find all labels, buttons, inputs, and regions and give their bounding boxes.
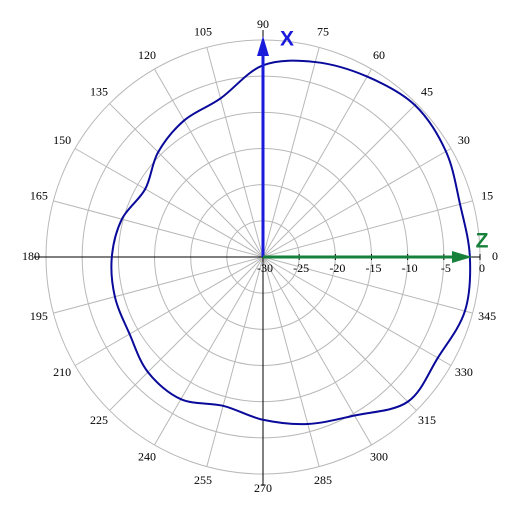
grid-spoke (262, 200, 473, 258)
z-axis-annotation: Z (476, 230, 489, 253)
angle-tick-label: 150 (53, 133, 71, 147)
grid-spoke (262, 256, 372, 446)
grid-spoke (109, 256, 264, 411)
grid-spoke (262, 148, 452, 258)
radial-tick-label: -5 (441, 261, 451, 275)
grid-spoke (262, 256, 473, 314)
angle-tick-label: 75 (317, 25, 329, 39)
angle-tick-label: 0 (492, 249, 498, 263)
angle-tick-label: 120 (138, 48, 156, 62)
angle-tick-label: 45 (421, 85, 433, 99)
grid-spoke (206, 256, 264, 467)
x-arrow-head (257, 36, 269, 56)
angle-tick-label: 285 (314, 473, 332, 487)
grid-spoke (262, 256, 417, 411)
angle-tick-label: 300 (370, 450, 388, 464)
grid-spoke (262, 68, 372, 258)
radial-tick-label: -15 (366, 261, 382, 275)
grid-spoke (206, 47, 264, 258)
angle-tick-label: 225 (90, 413, 108, 427)
angle-tick-label: 165 (30, 189, 48, 203)
grid-spoke (53, 256, 264, 314)
grid-spoke (74, 256, 264, 366)
grid-spoke (154, 68, 264, 258)
grid-spoke (262, 256, 452, 366)
grid-spoke (74, 148, 264, 258)
angle-tick-label: 330 (455, 365, 473, 379)
pattern-line (110, 59, 472, 426)
angle-tick-label: 255 (194, 473, 212, 487)
angle-tick-label: 105 (194, 25, 212, 39)
angle-tick-label: 135 (90, 85, 108, 99)
grid-spoke (154, 256, 264, 446)
grid-spoke (262, 47, 320, 258)
grid-spoke (262, 103, 417, 258)
angle-tick-label: 240 (138, 450, 156, 464)
angle-tick-label: 210 (53, 365, 71, 379)
angle-tick-label: 30 (458, 133, 470, 147)
radial-tick-label: -30 (257, 261, 273, 275)
angle-tick-label: 60 (373, 48, 385, 62)
radial-tick-label: -25 (293, 261, 309, 275)
radial-tick-label: -10 (402, 261, 418, 275)
angle-tick-label: 90 (257, 17, 269, 31)
grid-spoke (109, 103, 264, 258)
angle-tick-label: 270 (254, 481, 272, 495)
angle-tick-label: 15 (481, 189, 493, 203)
radial-tick-label: 0 (479, 261, 485, 275)
grid-spoke (53, 200, 264, 258)
radial-tick-label: -20 (329, 261, 345, 275)
angle-tick-label: 345 (478, 309, 496, 323)
grid-spoke (262, 256, 320, 467)
angle-tick-label: 315 (418, 413, 436, 427)
angle-tick-label: 195 (30, 309, 48, 323)
angle-tick-label: 180 (22, 249, 40, 263)
x-axis-annotation: X (280, 28, 294, 51)
z-arrow-head (452, 251, 472, 263)
